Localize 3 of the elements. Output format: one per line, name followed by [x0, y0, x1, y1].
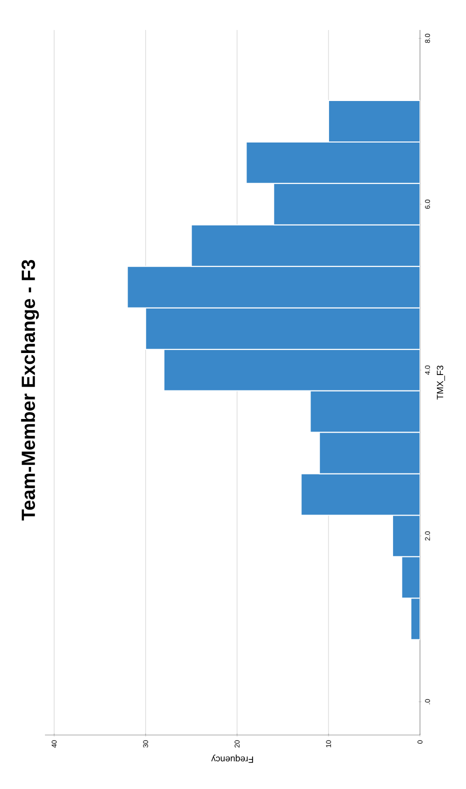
- y-axis-title: TMX_F3: [436, 366, 445, 400]
- x-axis-title: Frequency: [211, 754, 254, 763]
- text: Team-Member Exchange - F3: [21, 260, 39, 521]
